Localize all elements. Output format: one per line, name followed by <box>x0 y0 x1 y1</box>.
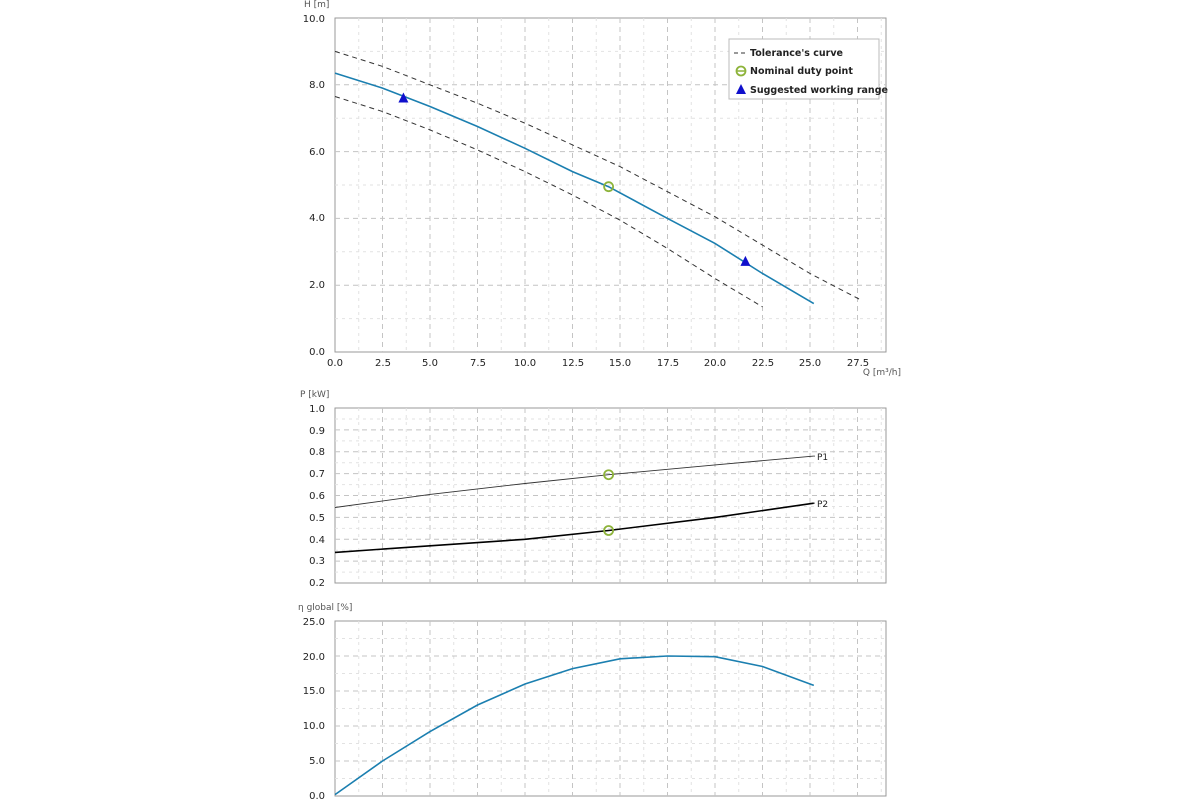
working-range-marker <box>398 92 409 103</box>
x-tick-label: 5.0 <box>422 358 438 369</box>
y-tick-label: 5.0 <box>309 756 325 767</box>
y-tick-label: 4.0 <box>309 213 325 224</box>
duty-point-marker <box>603 181 614 193</box>
triangle-marker-icon <box>736 84 746 94</box>
y-tick-label: 15.0 <box>303 686 325 697</box>
legend-label-tolerance: Tolerance's curve <box>750 48 843 59</box>
x-tick-label: 2.5 <box>375 358 391 369</box>
y-tick-label: 10.0 <box>303 14 325 25</box>
tolerance-curve <box>334 50 862 301</box>
x-tick-label: 27.5 <box>847 358 869 369</box>
power-curves <box>334 455 815 554</box>
head-curves <box>334 50 862 308</box>
power-y-tick-labels: 0.2 0.3 0.4 0.5 0.6 0.7 0.8 0.9 1.0 <box>309 404 325 589</box>
head-y-tick-labels: 0.0 2.0 4.0 6.0 8.0 10.0 <box>303 14 325 358</box>
tolerance-curve <box>334 96 763 308</box>
power-grid <box>335 408 886 583</box>
x-tick-label: 22.5 <box>752 358 774 369</box>
head-x-axis-label: Q [m³/h] <box>863 368 901 378</box>
y-tick-label: 0.7 <box>309 469 325 480</box>
y-tick-label: 0.5 <box>309 513 325 524</box>
x-tick-label: 12.5 <box>562 358 584 369</box>
working-range-marker <box>740 255 751 266</box>
head-x-tick-labels: 0.0 2.5 5.0 7.5 10.0 12.5 15.0 17.5 20.0… <box>327 358 869 369</box>
y-tick-label: 0.4 <box>309 535 325 546</box>
x-tick-label: 7.5 <box>470 358 486 369</box>
legend-box <box>728 38 880 100</box>
power-curve-p2 <box>334 502 814 554</box>
efficiency-y-tick-labels: 0.0 5.0 10.0 15.0 20.0 25.0 <box>303 617 325 800</box>
y-tick-label: 0.8 <box>309 447 325 458</box>
y-tick-label: 8.0 <box>309 80 325 91</box>
efficiency-y-axis-label: η global [%] <box>298 603 352 613</box>
head-y-axis-label: H [m] <box>304 0 329 10</box>
x-tick-label: 10.0 <box>514 358 536 369</box>
y-tick-label: 0.9 <box>309 426 325 437</box>
legend-label-duty-point: Nominal duty point <box>750 66 853 77</box>
x-tick-label: 15.0 <box>609 358 631 369</box>
legend-label-working-range: Suggested working range <box>750 85 888 96</box>
power-y-axis-label: P [kW] <box>300 390 329 400</box>
efficiency-curves <box>334 655 815 796</box>
y-tick-label: 0.0 <box>309 791 325 800</box>
y-tick-label: 20.0 <box>303 652 325 663</box>
power-chart: 0.2 0.3 0.4 0.5 0.6 0.7 0.8 0.9 1.0 P [k… <box>300 390 887 589</box>
y-tick-label: 6.0 <box>309 147 325 158</box>
efficiency-chart: 0.0 5.0 10.0 15.0 20.0 25.0 η global [%] <box>298 603 887 800</box>
x-tick-label: 20.0 <box>704 358 726 369</box>
power-curve-p1 <box>334 455 814 508</box>
y-tick-label: 10.0 <box>303 721 325 732</box>
head-chart: 0.0 2.0 4.0 6.0 8.0 10.0 0.0 2.5 5.0 7.5… <box>303 0 901 378</box>
y-tick-label: 0.3 <box>309 556 325 567</box>
y-tick-label: 25.0 <box>303 617 325 628</box>
y-tick-label: 0.0 <box>309 347 325 358</box>
duty-point-marker <box>603 525 614 536</box>
series-label-p2: P2 <box>817 500 828 510</box>
y-tick-label: 1.0 <box>309 404 325 415</box>
x-tick-label: 17.5 <box>657 358 679 369</box>
power-markers <box>603 469 614 536</box>
y-tick-label: 0.2 <box>309 578 325 589</box>
y-tick-label: 0.6 <box>309 491 325 502</box>
head-markers <box>398 92 751 266</box>
duty-point-marker <box>603 469 614 481</box>
x-tick-label: 0.0 <box>327 358 343 369</box>
efficiency-curve <box>334 655 815 796</box>
series-label-p1: P1 <box>817 453 828 463</box>
x-tick-label: 25.0 <box>799 358 821 369</box>
head-curve <box>334 72 815 305</box>
y-tick-label: 2.0 <box>309 280 325 291</box>
efficiency-grid <box>335 621 886 796</box>
head-legend: Tolerance's curve Nominal duty point Sug… <box>728 38 888 100</box>
